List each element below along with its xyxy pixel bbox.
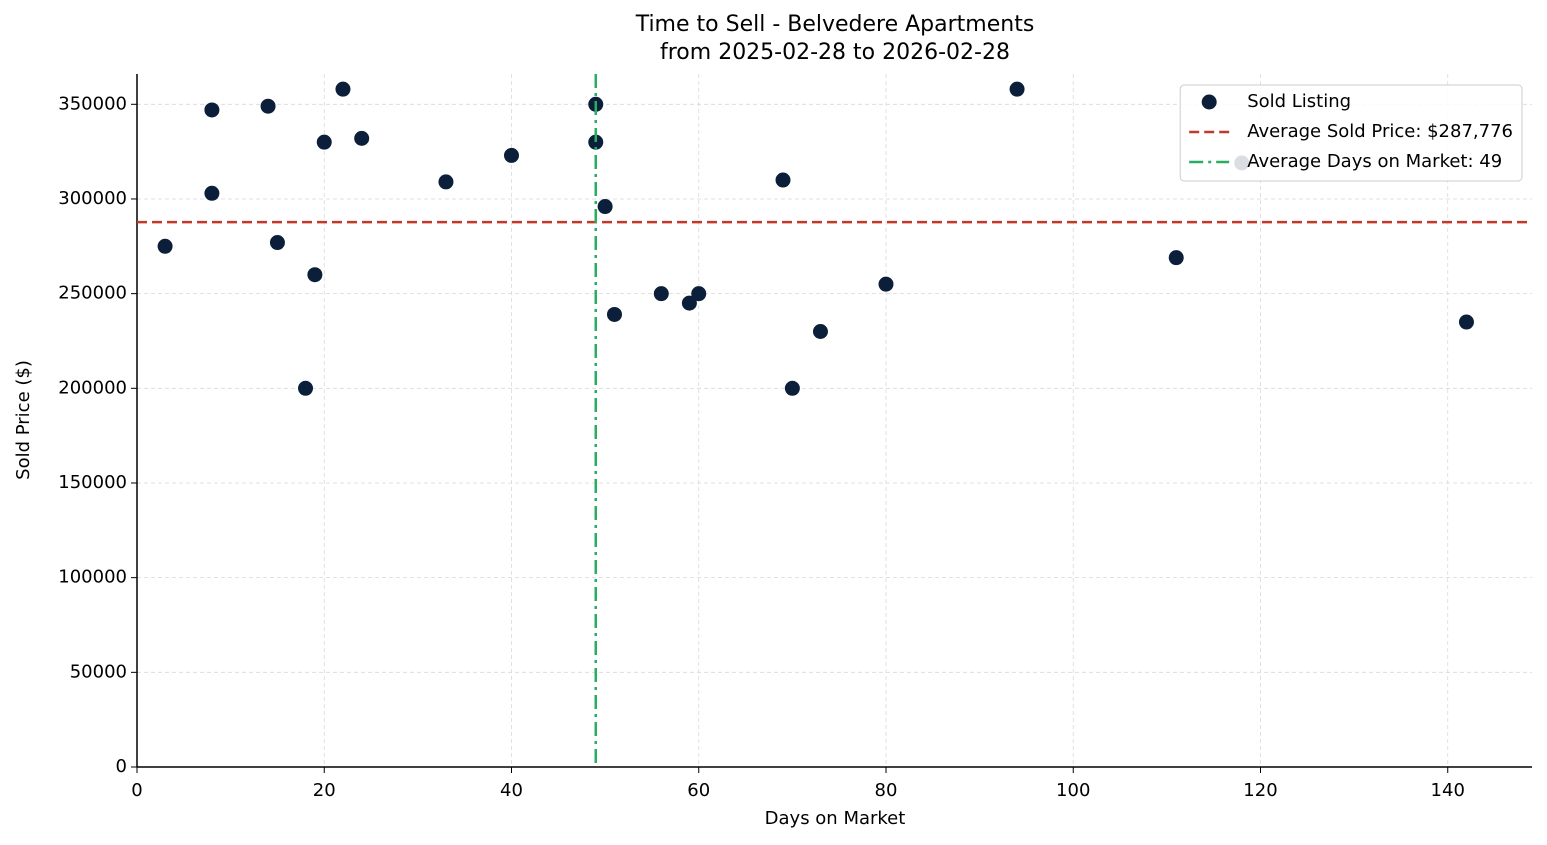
point bbox=[653, 286, 669, 302]
x-tick-label: 140 bbox=[1431, 780, 1465, 801]
legend-label: Average Days on Market: 49 bbox=[1247, 151, 1502, 172]
point bbox=[335, 81, 351, 97]
legend: Sold Listing Average Sold Price: $287,776… bbox=[1179, 84, 1523, 182]
point bbox=[597, 199, 613, 215]
x-tick-label: 20 bbox=[313, 780, 336, 801]
point bbox=[204, 185, 220, 201]
point bbox=[588, 134, 604, 150]
x-tick-label: 100 bbox=[1056, 780, 1090, 801]
y-tick-label: 200000 bbox=[58, 377, 127, 398]
point bbox=[1168, 250, 1184, 266]
y-tick-label: 100000 bbox=[58, 567, 127, 588]
y-tick-label: 300000 bbox=[58, 188, 127, 209]
point bbox=[307, 267, 323, 283]
point bbox=[316, 134, 332, 150]
legend-label: Average Sold Price: $287,776 bbox=[1247, 121, 1513, 142]
y-tick-label: 250000 bbox=[58, 283, 127, 304]
y-tick-label: 350000 bbox=[58, 93, 127, 114]
point bbox=[681, 295, 697, 311]
x-tick-label: 40 bbox=[500, 780, 523, 801]
point bbox=[784, 380, 800, 396]
point bbox=[775, 172, 791, 188]
point bbox=[1458, 314, 1474, 330]
point bbox=[878, 276, 894, 292]
x-tick-label: 60 bbox=[687, 780, 710, 801]
point bbox=[157, 238, 173, 254]
point bbox=[606, 306, 622, 322]
x-axis-label: Days on Market bbox=[765, 808, 906, 829]
legend-marker bbox=[1201, 94, 1217, 110]
point bbox=[438, 174, 454, 190]
legend-label: Sold Listing bbox=[1247, 91, 1351, 112]
legend-box bbox=[1179, 84, 1523, 182]
point bbox=[269, 235, 285, 251]
x-tick-label: 120 bbox=[1243, 780, 1277, 801]
x-tick-label: 0 bbox=[131, 780, 142, 801]
y-tick-label: 150000 bbox=[58, 472, 127, 493]
y-tick-label: 0 bbox=[116, 756, 127, 777]
point bbox=[298, 380, 314, 396]
chart-title: Time to Sell - Belvedere Apartments bbox=[635, 12, 1035, 37]
y-axis-label: Sold Price ($) bbox=[13, 360, 34, 480]
point bbox=[503, 147, 519, 163]
point bbox=[204, 102, 220, 118]
x-tick-label: 80 bbox=[875, 780, 898, 801]
point bbox=[691, 286, 707, 302]
y-tick-label: 50000 bbox=[70, 661, 127, 682]
point bbox=[1009, 81, 1025, 97]
point bbox=[260, 98, 276, 114]
point bbox=[354, 130, 370, 146]
point bbox=[812, 324, 828, 340]
chart-subtitle: from 2025-02-28 to 2026-02-28 bbox=[660, 40, 1010, 65]
